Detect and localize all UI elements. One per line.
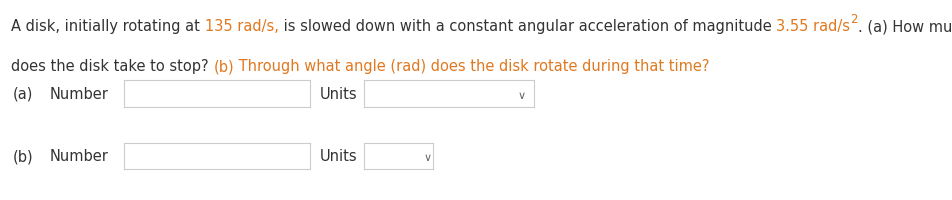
Text: i: i	[110, 87, 116, 101]
Text: Number: Number	[50, 87, 109, 101]
Text: is slowed down with a constant angular acceleration of magnitude: is slowed down with a constant angular a…	[279, 19, 775, 34]
Text: (b): (b)	[213, 59, 234, 74]
Text: i: i	[110, 149, 116, 163]
Text: Units: Units	[320, 149, 357, 163]
Text: Units: Units	[320, 87, 357, 101]
Text: A disk, initially rotating at: A disk, initially rotating at	[11, 19, 205, 34]
Text: 135 rad/s,: 135 rad/s,	[205, 19, 279, 34]
Text: does the disk take to stop?: does the disk take to stop?	[11, 59, 213, 74]
Text: Number: Number	[50, 149, 109, 163]
Text: ∨: ∨	[517, 90, 526, 100]
Text: 2: 2	[849, 13, 857, 26]
Text: 3.55 rad/s: 3.55 rad/s	[775, 19, 849, 34]
Text: (a): (a)	[12, 87, 32, 101]
Text: (b): (b)	[12, 149, 33, 163]
Text: . (a) How much time: . (a) How much time	[857, 19, 952, 34]
Text: Through what angle (rad) does the disk rotate during that time?: Through what angle (rad) does the disk r…	[234, 59, 709, 74]
Text: ∨: ∨	[424, 152, 431, 162]
